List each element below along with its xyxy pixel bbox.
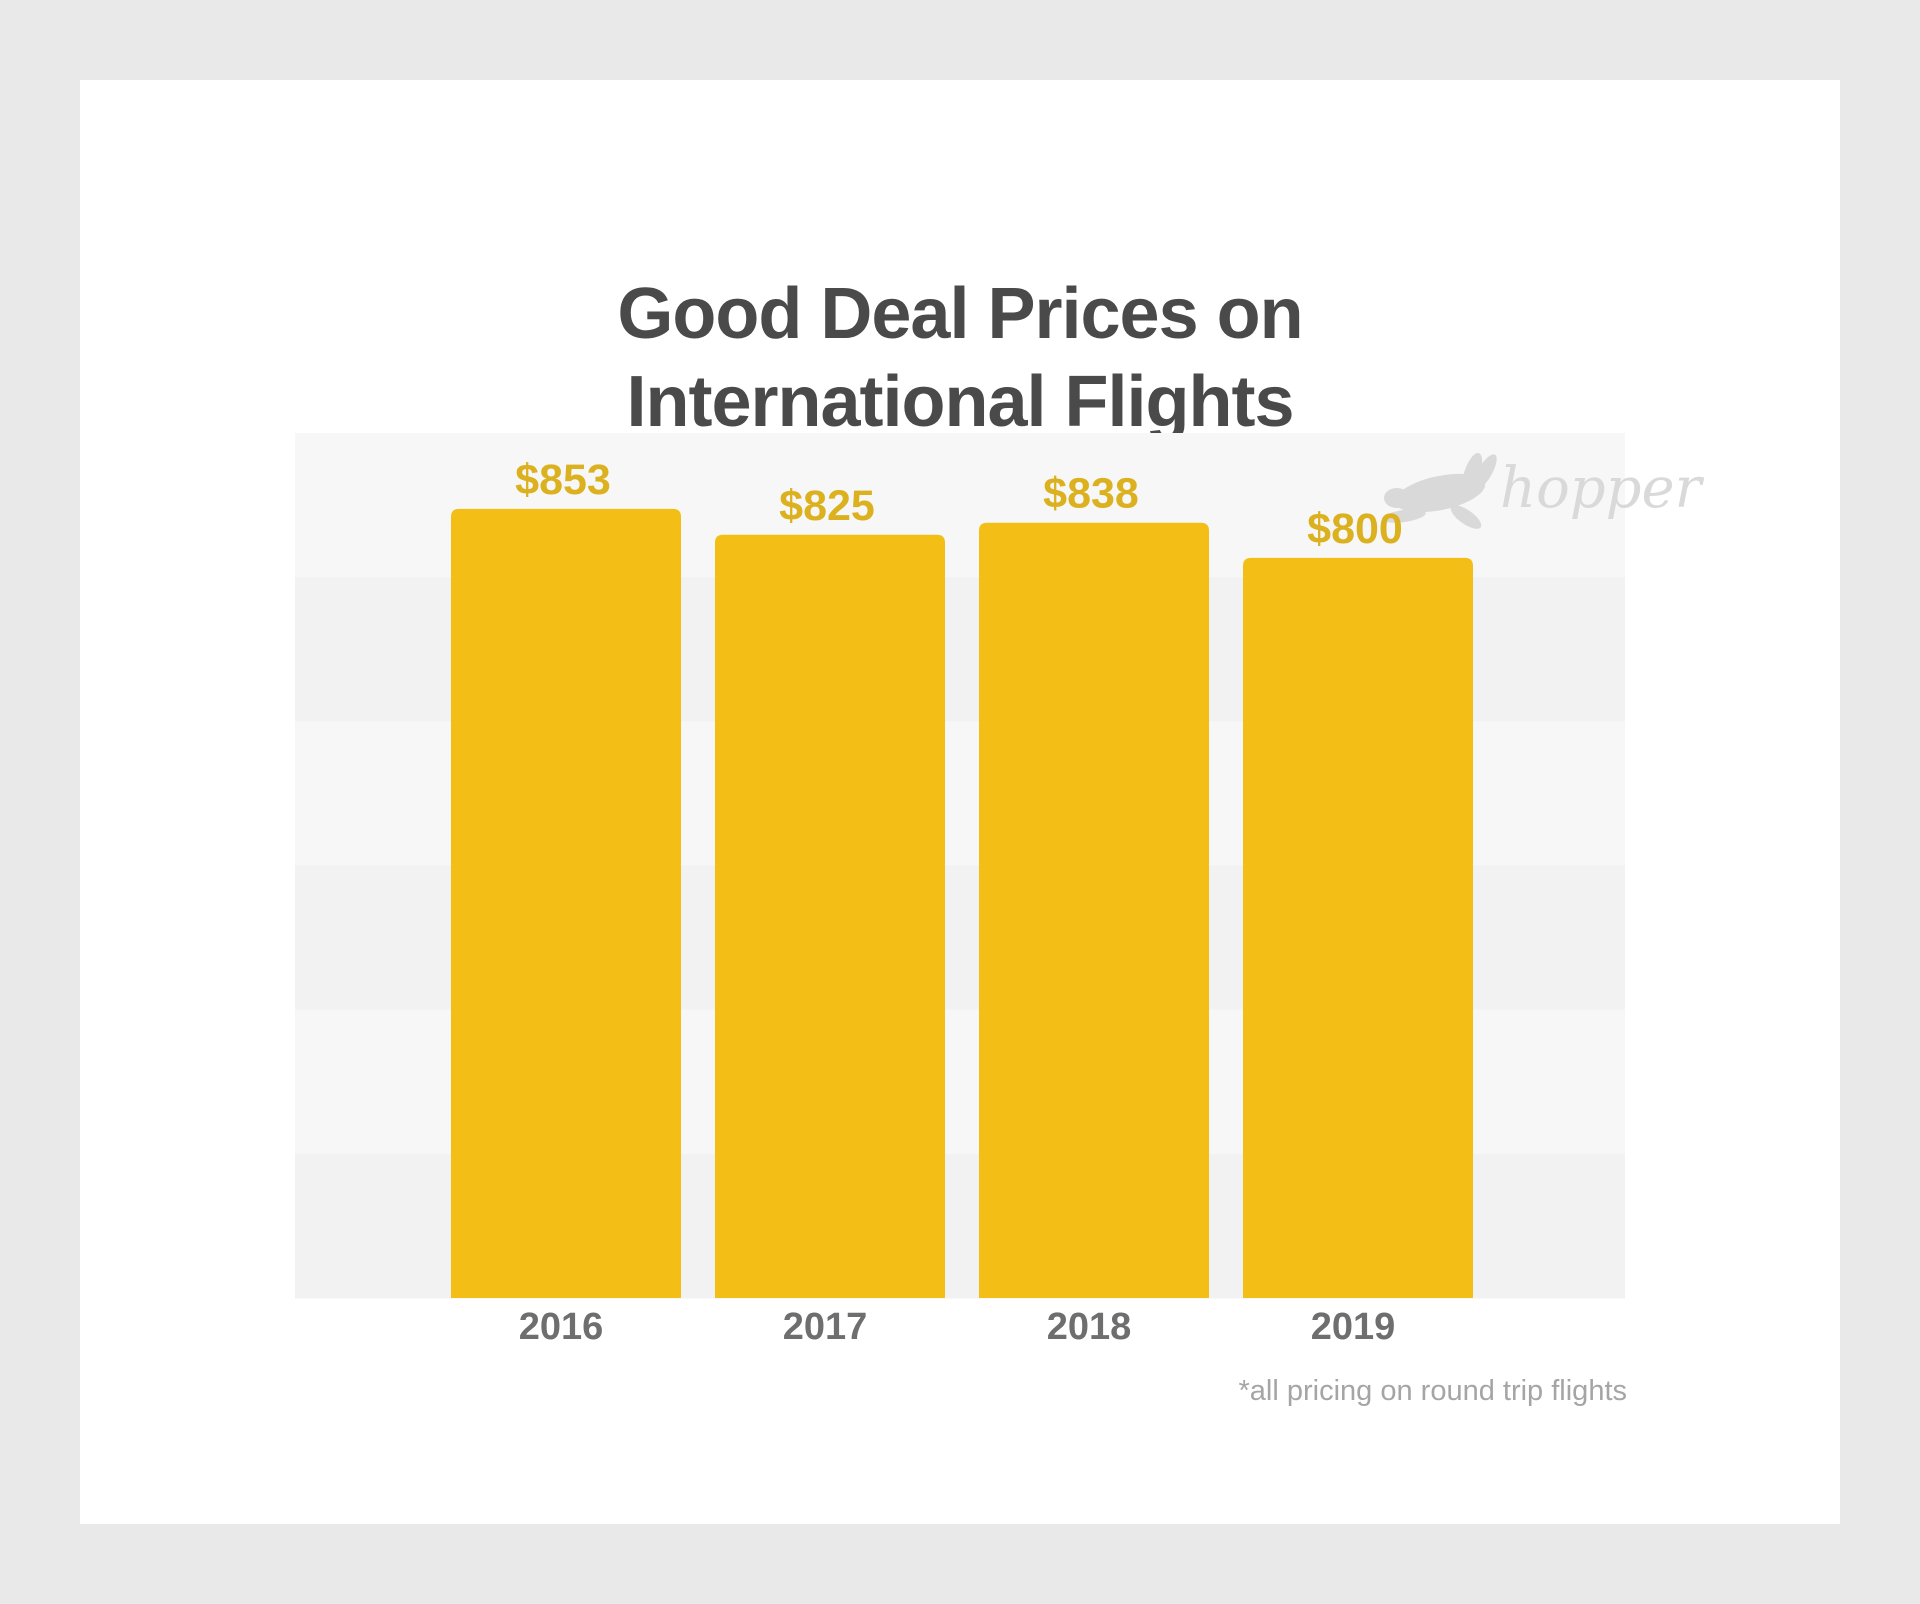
chart-card: Good Deal Prices on International Flight… xyxy=(80,80,1840,1524)
value-label-2018: $838 xyxy=(1043,470,1139,518)
value-label-2019: $800 xyxy=(1307,505,1403,553)
footnote: *all pricing on round trip flights xyxy=(1238,1375,1627,1407)
x-tick-label-2018: 2018 xyxy=(1047,1306,1132,1348)
chart-title-line-1: Good Deal Prices on xyxy=(617,274,1303,354)
rabbit-icon xyxy=(1382,452,1497,529)
bar-2016 xyxy=(451,508,681,1298)
bars xyxy=(451,508,1473,1298)
x-axis-tick-labels: 2016 2017 2018 2019 xyxy=(519,1306,1396,1348)
logo-text: hopper xyxy=(1500,456,1705,521)
value-label-2017: $825 xyxy=(779,482,875,530)
hopper-logo: hopper xyxy=(1382,452,1705,529)
bar-2018 xyxy=(979,522,1209,1298)
chart-title: Good Deal Prices on International Flight… xyxy=(80,270,1840,446)
bar-2019 xyxy=(1243,557,1473,1298)
x-tick-label-2017: 2017 xyxy=(783,1306,868,1348)
x-tick-label-2016: 2016 xyxy=(519,1306,604,1348)
chart-title-line-2: International Flights xyxy=(626,362,1294,442)
value-label-2016: $853 xyxy=(515,456,611,504)
x-tick-label-2019: 2019 xyxy=(1311,1306,1396,1348)
value-labels: $853 $825 $838 $800 xyxy=(515,456,1403,553)
bar-chart: hopper $853 $825 $838 $800 2016 2017 2018 2019 xyxy=(295,433,1705,1348)
bar-2017 xyxy=(715,534,945,1298)
